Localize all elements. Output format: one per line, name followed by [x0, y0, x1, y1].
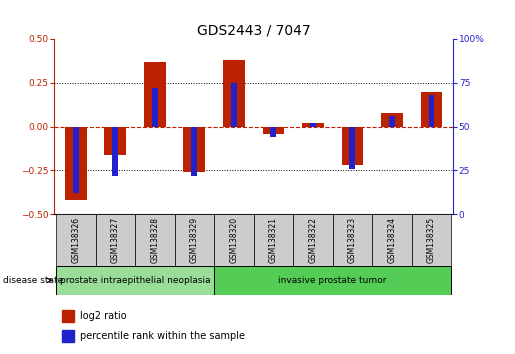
Title: GDS2443 / 7047: GDS2443 / 7047	[197, 24, 311, 38]
Bar	[381, 113, 403, 127]
Bar	[263, 127, 284, 133]
Bar	[62, 330, 74, 342]
Bar	[253, 214, 293, 266]
Bar	[56, 266, 214, 295]
Bar	[105, 127, 126, 155]
Bar	[421, 92, 442, 127]
Bar	[214, 266, 451, 295]
Text: GSM138323: GSM138323	[348, 217, 357, 263]
Bar	[214, 214, 253, 266]
Text: GSM138324: GSM138324	[387, 217, 397, 263]
Bar	[65, 127, 87, 200]
Text: invasive prostate tumor: invasive prostate tumor	[279, 276, 387, 285]
Bar	[144, 62, 166, 127]
Bar	[428, 95, 435, 127]
Bar	[302, 123, 324, 127]
Text: percentile rank within the sample: percentile rank within the sample	[80, 331, 245, 341]
Text: prostate intraepithelial neoplasia: prostate intraepithelial neoplasia	[60, 276, 211, 285]
Bar	[341, 127, 363, 165]
Bar	[293, 214, 333, 266]
Bar	[56, 214, 96, 266]
Bar	[231, 83, 237, 127]
Text: GSM138325: GSM138325	[427, 217, 436, 263]
Text: GSM138321: GSM138321	[269, 217, 278, 263]
Text: GSM138328: GSM138328	[150, 217, 159, 263]
Bar	[192, 127, 197, 176]
Bar	[175, 214, 214, 266]
Bar	[183, 127, 205, 172]
Bar	[73, 127, 79, 193]
Bar	[152, 88, 158, 127]
Text: GSM138320: GSM138320	[229, 217, 238, 263]
Bar	[96, 214, 135, 266]
Text: GSM138329: GSM138329	[190, 217, 199, 263]
Bar	[350, 127, 355, 169]
Text: GSM138322: GSM138322	[308, 217, 317, 263]
Bar	[310, 123, 316, 127]
Text: GSM138327: GSM138327	[111, 217, 120, 263]
Bar	[389, 116, 395, 127]
Bar	[270, 127, 277, 137]
Bar	[135, 214, 175, 266]
Text: disease state: disease state	[3, 276, 63, 285]
Bar	[112, 127, 118, 176]
Bar	[223, 60, 245, 127]
Text: GSM138326: GSM138326	[71, 217, 80, 263]
Text: log2 ratio: log2 ratio	[80, 311, 127, 321]
Bar	[333, 214, 372, 266]
Bar	[411, 214, 451, 266]
Bar	[62, 310, 74, 322]
Bar	[372, 214, 411, 266]
